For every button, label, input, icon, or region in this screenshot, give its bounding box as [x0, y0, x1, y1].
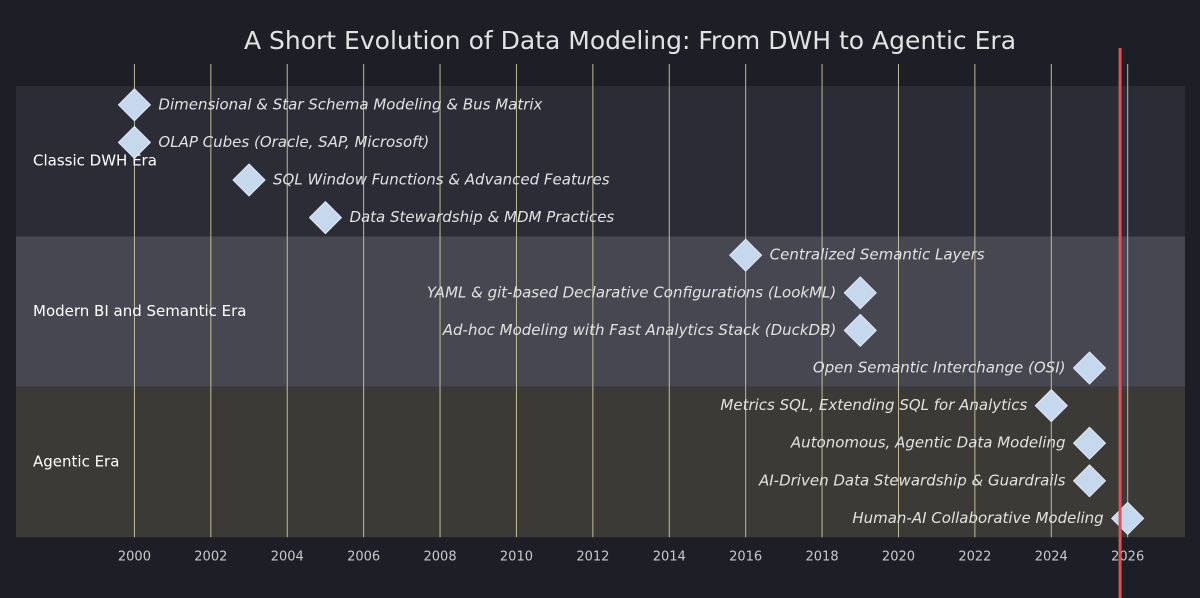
x-tick-label: 2004 [271, 550, 304, 565]
milestone [117, 88, 151, 122]
section-label: Agentic Era [33, 453, 119, 471]
task-label: Metrics SQL, Extending SQL for Analytics [720, 396, 1027, 414]
task-label: Dimensional & Star Schema Modeling & Bus… [158, 95, 542, 113]
task-label: Autonomous, Agentic Data Modeling [790, 434, 1066, 452]
chart-title: A Short Evolution of Data Modeling: From… [244, 26, 1016, 55]
section-label: Modern BI and Semantic Era [33, 302, 246, 320]
milestone [729, 238, 763, 272]
x-tick-label: 2022 [958, 550, 991, 565]
x-tick-label: 2024 [1035, 550, 1068, 565]
task-label: YAML & git-based Declarative Configurati… [427, 283, 836, 301]
milestone [1034, 389, 1068, 423]
section-label: Classic DWH Era [33, 152, 157, 170]
x-tick-label: 2006 [347, 550, 380, 565]
x-tick-label: 2000 [118, 550, 151, 565]
milestone [308, 201, 342, 235]
x-tick-label: 2016 [729, 550, 762, 565]
task-label: SQL Window Functions & Advanced Features [273, 171, 610, 189]
x-tick-label: 2018 [806, 550, 839, 565]
task-label: Human-AI Collaborative Modeling [852, 509, 1103, 527]
task-label: Data Stewardship & MDM Practices [349, 208, 614, 226]
task-label: Centralized Semantic Layers [770, 246, 985, 264]
x-tick-label: 2010 [500, 550, 533, 565]
milestone [1072, 351, 1106, 385]
x-tick-label: 2012 [576, 550, 609, 565]
task-label: OLAP Cubes (Oracle, SAP, Microsoft) [158, 133, 429, 151]
milestone [843, 313, 877, 347]
x-tick-label: 2014 [653, 550, 686, 565]
milestone [1072, 426, 1106, 460]
milestone [1072, 464, 1106, 498]
milestone [843, 276, 877, 310]
x-tick-label: 2026 [1111, 550, 1144, 565]
x-tick-label: 2002 [194, 550, 227, 565]
task-label: Open Semantic Interchange (OSI) [813, 359, 1066, 377]
milestone [117, 125, 151, 159]
task-label: AI-Driven Data Stewardship & Guardrails [758, 471, 1066, 489]
x-tick-label: 2020 [882, 550, 915, 565]
x-tick-label: 2008 [424, 550, 457, 565]
task-label: Ad-hoc Modeling with Fast Analytics Stac… [442, 321, 837, 339]
milestone [232, 163, 266, 197]
